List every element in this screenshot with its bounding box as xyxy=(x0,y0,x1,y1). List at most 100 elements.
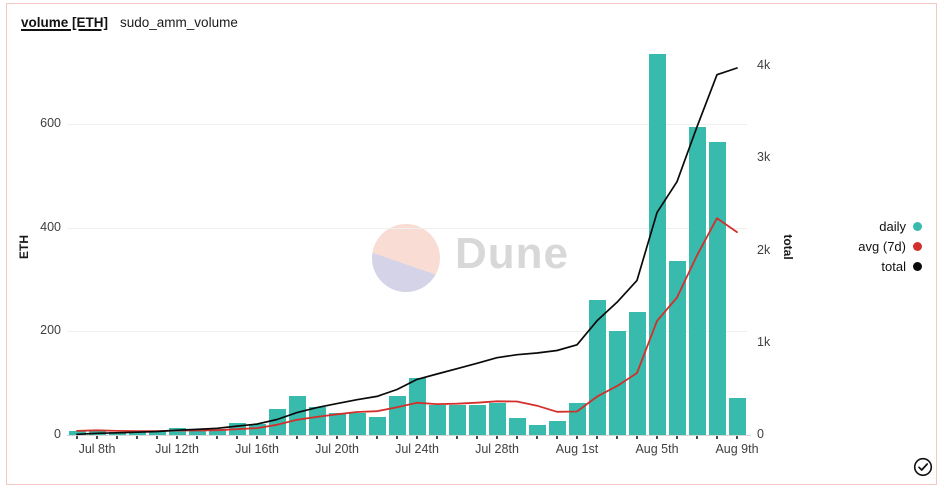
daily-bar[interactable] xyxy=(708,142,726,435)
day-tick-mark xyxy=(656,436,658,439)
daily-bar[interactable] xyxy=(328,412,346,435)
daily-bar[interactable] xyxy=(568,402,586,435)
day-tick-mark xyxy=(616,436,618,439)
legend-label: total xyxy=(881,258,906,274)
daily-bar[interactable] xyxy=(428,404,446,435)
day-tick-mark xyxy=(436,436,438,439)
daily-bar[interactable] xyxy=(88,429,106,435)
x-axis-tick-label: Jul 24th xyxy=(395,442,439,456)
daily-bar[interactable] xyxy=(628,311,646,435)
x-axis-tick-label: Aug 1st xyxy=(555,442,599,456)
x-axis-line xyxy=(67,435,751,436)
daily-bar[interactable] xyxy=(528,425,546,435)
dune-watermark-text: Dune xyxy=(455,229,569,278)
legend-item-avg-7d-[interactable]: avg (7d) xyxy=(858,236,922,256)
day-tick-mark xyxy=(576,436,578,439)
daily-bar[interactable] xyxy=(488,403,506,435)
x-axis-tick-label: Jul 12th xyxy=(155,442,199,456)
daily-bar[interactable] xyxy=(368,416,386,435)
legend-label: avg (7d) xyxy=(858,238,906,254)
y-gridline xyxy=(67,124,747,125)
x-axis-tick-label: Jul 8th xyxy=(78,442,116,456)
left-axis-tick-label: 200 xyxy=(40,323,61,338)
day-tick-mark xyxy=(596,436,598,439)
day-tick-mark xyxy=(556,436,558,439)
day-tick-mark xyxy=(496,436,498,439)
day-tick-mark xyxy=(636,436,638,439)
daily-bar[interactable] xyxy=(548,421,566,435)
daily-bar[interactable] xyxy=(648,54,666,435)
day-tick-mark xyxy=(336,436,338,439)
right-axis-tick-label: 1k xyxy=(757,334,771,349)
chart-title-link[interactable]: volume [ETH] xyxy=(21,15,109,30)
daily-bar[interactable] xyxy=(388,396,406,435)
daily-bar[interactable] xyxy=(208,428,226,435)
day-tick-mark xyxy=(256,436,258,439)
day-tick-mark xyxy=(516,436,518,439)
daily-bar[interactable] xyxy=(248,423,266,435)
legend-label: daily xyxy=(879,218,906,234)
right-axis-tick-label: 0 xyxy=(757,427,764,441)
day-tick-mark xyxy=(456,436,458,439)
left-axis-tick-label: 400 xyxy=(40,219,61,234)
right-axis-tick-label: 4k xyxy=(757,58,771,72)
daily-bar[interactable] xyxy=(508,418,526,435)
daily-bar[interactable] xyxy=(68,430,86,435)
daily-bar[interactable] xyxy=(348,412,366,435)
daily-bar[interactable] xyxy=(588,300,606,435)
day-tick-mark xyxy=(76,436,78,439)
day-tick-mark xyxy=(316,436,318,439)
daily-bar[interactable] xyxy=(228,423,246,435)
daily-bar[interactable] xyxy=(148,430,166,435)
day-tick-mark xyxy=(416,436,418,439)
chart-card: volume [ETH] sudo_amm_volume ETH total Du… xyxy=(6,3,937,485)
daily-bar[interactable] xyxy=(308,407,326,435)
daily-bar[interactable] xyxy=(128,431,146,435)
day-tick-mark xyxy=(196,436,198,439)
day-tick-mark xyxy=(276,436,278,439)
right-axis-tick-label: 2k xyxy=(757,242,771,257)
plot-area: Dune 0 200 400 600 0 1k 2k 3k 4k Jul 8th Jul 12th J… xyxy=(7,4,936,484)
left-axis-tick-label: 600 xyxy=(40,116,61,130)
day-tick-mark xyxy=(716,436,718,439)
daily-bar[interactable] xyxy=(668,261,686,435)
day-tick-mark xyxy=(356,436,358,439)
chart-header: volume [ETH] sudo_amm_volume xyxy=(21,15,238,30)
day-tick-mark xyxy=(176,436,178,439)
day-tick-mark xyxy=(376,436,378,439)
daily-bar[interactable] xyxy=(408,378,426,435)
legend-dot-icon xyxy=(913,261,922,271)
daily-bar[interactable] xyxy=(288,396,306,435)
day-tick-mark xyxy=(476,436,478,439)
daily-bar[interactable] xyxy=(728,397,746,435)
daily-bar[interactable] xyxy=(448,404,466,435)
x-axis-tick-label: Jul 20th xyxy=(315,442,359,456)
x-axis-tick-label: Aug 5th xyxy=(635,442,679,456)
right-axis-tick-label: 3k xyxy=(757,150,771,165)
legend-item-daily[interactable]: daily xyxy=(858,216,922,236)
day-tick-mark xyxy=(676,436,678,439)
x-axis-tick-label: Jul 16th xyxy=(235,442,279,456)
daily-bar[interactable] xyxy=(108,431,126,435)
daily-bar[interactable] xyxy=(268,409,286,435)
day-tick-mark xyxy=(736,436,738,439)
day-tick-mark xyxy=(236,436,238,439)
daily-bar[interactable] xyxy=(188,430,206,435)
daily-bar[interactable] xyxy=(468,404,486,435)
legend-dot-icon xyxy=(913,241,922,251)
daily-bar[interactable] xyxy=(168,427,186,435)
x-axis-tick-label: Jul 28th xyxy=(475,442,519,456)
day-tick-mark xyxy=(96,436,98,439)
day-tick-mark xyxy=(136,436,138,439)
legend-item-total[interactable]: total xyxy=(858,256,922,276)
y-gridline xyxy=(67,227,747,229)
success-check-icon[interactable] xyxy=(912,456,934,478)
daily-bar[interactable] xyxy=(688,126,706,435)
day-tick-mark xyxy=(116,436,118,439)
x-axis-tick-label: Aug 9th xyxy=(715,442,759,456)
daily-bar[interactable] xyxy=(608,331,626,435)
day-tick-mark xyxy=(396,436,398,439)
day-tick-mark xyxy=(536,436,538,439)
left-axis-tick-label: 0 xyxy=(54,427,61,441)
